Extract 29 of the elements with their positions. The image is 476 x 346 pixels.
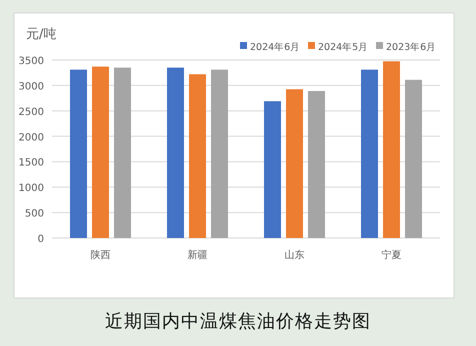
bar xyxy=(211,70,228,238)
x-tick-label: 陕西 xyxy=(90,249,110,261)
x-tick-label: 宁夏 xyxy=(382,249,402,261)
bar xyxy=(92,66,109,238)
y-tick-label: 3000 xyxy=(18,81,44,92)
bar xyxy=(361,70,378,238)
bar xyxy=(405,80,422,238)
y-tick-label: 2000 xyxy=(18,132,44,144)
y-tick-label: 500 xyxy=(24,208,44,220)
y-tick-label: 1500 xyxy=(18,158,44,169)
bar xyxy=(308,91,325,238)
bar xyxy=(70,70,87,238)
text: 近期国内中温煤焦油价格走势图 xyxy=(105,311,371,332)
y-tick-label: 0 xyxy=(38,234,44,245)
legend-label: 2023年6月 xyxy=(386,41,436,53)
bar xyxy=(264,101,281,238)
y-tick-label: 2500 xyxy=(18,106,44,118)
legend-label: 2024年5月 xyxy=(318,41,368,53)
x-tick-label: 新疆 xyxy=(188,249,208,261)
bar xyxy=(114,68,131,238)
bar xyxy=(167,68,184,238)
y-tick-label: 1000 xyxy=(18,183,44,194)
x-tick-label: 山东 xyxy=(284,249,304,261)
legend-label: 2024年6月 xyxy=(250,41,300,53)
bar xyxy=(286,89,303,238)
bar xyxy=(383,61,400,238)
y-axis-title: 元/吨 xyxy=(26,27,56,42)
bar xyxy=(189,74,206,238)
y-tick-label: 3500 xyxy=(18,56,44,67)
